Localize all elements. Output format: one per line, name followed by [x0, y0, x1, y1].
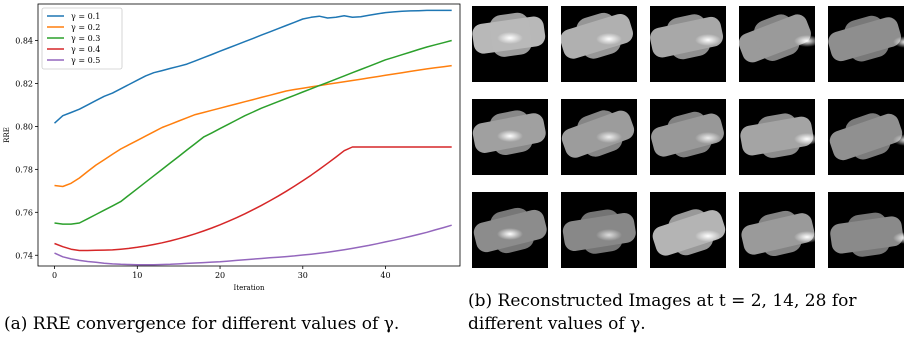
- y-tick-label: 0.84: [15, 37, 33, 46]
- plot-frame: [37, 3, 461, 267]
- caption-a: (a) RRE convergence for different values…: [4, 314, 400, 334]
- rre-line-chart: 0 10 20 30 40 0.74 0.76 0.78 0.80 0.82 0.84 Iterati…: [3, 3, 461, 292]
- reconstructed-image: [561, 6, 637, 82]
- y-tick-label: 0.80: [15, 122, 33, 131]
- y-tick-label: 0.78: [15, 165, 33, 174]
- reconstructed-image: [739, 192, 815, 268]
- x-tick-label: 10: [132, 271, 142, 280]
- y-axis-label: RRE: [3, 127, 11, 143]
- reconstructed-image: [472, 6, 548, 82]
- y-tick-label: 0.76: [15, 208, 33, 217]
- reconstructed-image-grid: [472, 6, 904, 268]
- x-tick-label: 40: [380, 271, 390, 280]
- y-tick-label: 0.82: [15, 79, 33, 88]
- reconstructed-image: [739, 99, 815, 175]
- reconstructed-image: [828, 192, 904, 268]
- reconstructed-image: [561, 99, 637, 175]
- reconstructed-image: [650, 6, 726, 82]
- legend-box: [41, 7, 123, 70]
- reconstructed-image: [561, 192, 637, 268]
- legend-label: γ = 0.1: [71, 12, 100, 21]
- x-tick-label: 30: [298, 271, 308, 280]
- reconstructed-image: [650, 192, 726, 268]
- series-line-3: [54, 39, 452, 225]
- reconstructed-image: [472, 192, 548, 268]
- reconstructed-image: [828, 6, 904, 82]
- legend-label: γ = 0.3: [71, 34, 100, 43]
- legend-label: γ = 0.5: [71, 56, 100, 65]
- series-line-1: [53, 9, 452, 124]
- y-tick-label: 0.74: [15, 251, 33, 260]
- series-line-5: [54, 224, 452, 266]
- legend-label: γ = 0.2: [71, 23, 100, 32]
- x-tick-label: 0: [52, 271, 57, 280]
- x-axis-label: Iteration: [233, 284, 265, 292]
- legend-label: γ = 0.4: [71, 45, 100, 54]
- series-line-4: [54, 146, 452, 252]
- reconstructed-image: [650, 99, 726, 175]
- caption-b-line2: different values of γ.: [468, 314, 646, 334]
- x-tick-label: 20: [215, 271, 225, 280]
- reconstructed-image: [828, 99, 904, 175]
- series-line-2: [54, 64, 452, 188]
- reconstructed-image: [739, 6, 815, 82]
- caption-b-line1: (b) Reconstructed Images at t = 2, 14, 2…: [468, 291, 857, 311]
- reconstructed-image: [472, 99, 548, 175]
